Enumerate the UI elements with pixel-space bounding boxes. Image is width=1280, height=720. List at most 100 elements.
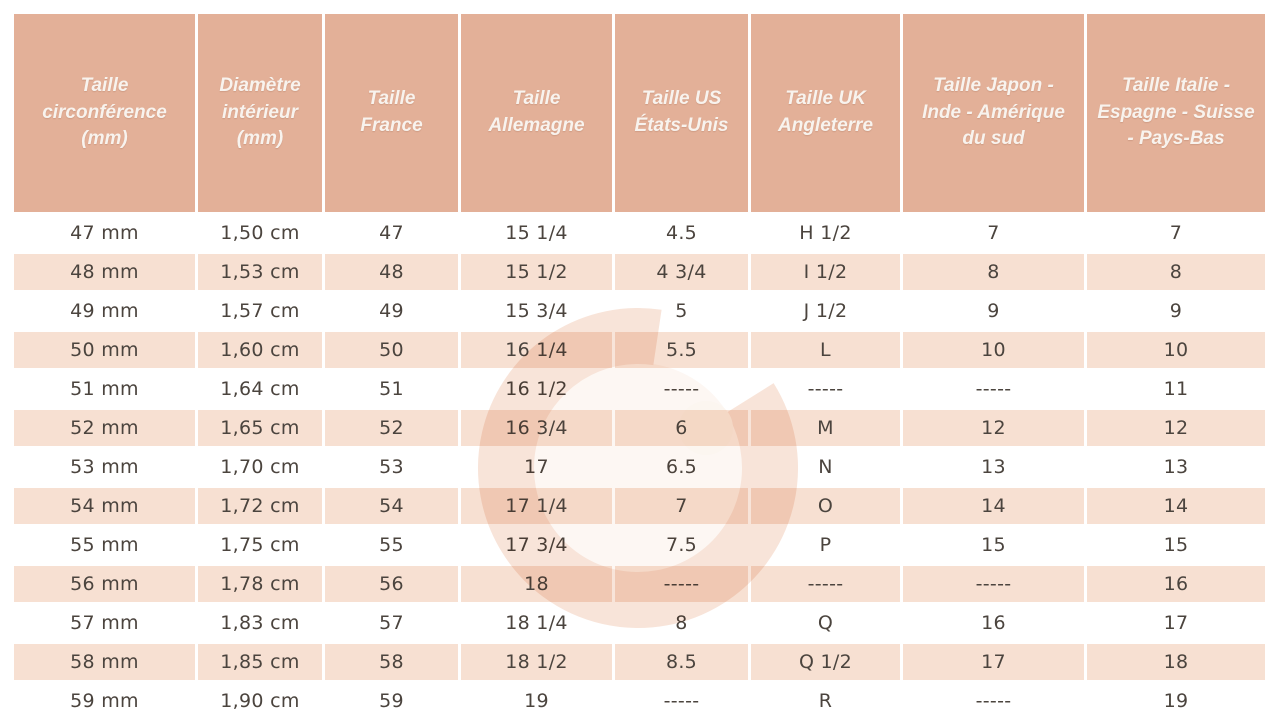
cell-france: 51 — [322, 371, 458, 407]
header-cell-circumference: Taille circonférence (mm) — [14, 14, 195, 212]
cell-germany: 18 1/4 — [458, 605, 612, 641]
cell-japan: 12 — [900, 410, 1084, 446]
cell-italy: 18 — [1084, 644, 1265, 680]
cell-us: 5 — [612, 293, 748, 329]
header-cell-france: Taille France — [322, 14, 458, 212]
table-row: 48 mm 1,53 cm 48 15 1/2 4 3/4 I 1/2 8 8 — [14, 254, 1265, 290]
cell-japan: 8 — [900, 254, 1084, 290]
cell-inner-diameter: 1,90 cm — [195, 683, 322, 719]
cell-circumference: 55 mm — [70, 534, 139, 556]
header-cell-us: Taille US États-Unis — [612, 14, 748, 212]
cell-france: 54 — [322, 488, 458, 524]
cell-uk: I 1/2 — [748, 254, 900, 290]
cell-uk: R — [748, 683, 900, 719]
cell-circumference: 50 mm — [70, 339, 139, 361]
cell-japan: 10 — [900, 332, 1084, 368]
cell-japan: ----- — [900, 683, 1084, 719]
cell-circumference: 52 mm — [70, 417, 139, 439]
cell-us: 4.5 — [612, 215, 748, 251]
cell-us: 6 — [612, 410, 748, 446]
cell-inner-diameter: 1,57 cm — [195, 293, 322, 329]
cell-inner-diameter: 1,70 cm — [195, 449, 322, 485]
header-cell-uk: Taille UK Angleterre — [748, 14, 900, 212]
cell-circumference: 54 mm — [70, 495, 139, 517]
table-row: 54 mm 1,72 cm 54 17 1/4 7 O 14 14 — [14, 488, 1265, 524]
cell-italy: 16 — [1084, 566, 1265, 602]
cell-germany: 17 1/4 — [458, 488, 612, 524]
cell-circumference: 51 mm — [70, 378, 139, 400]
cell-inner-diameter: 1,65 cm — [195, 410, 322, 446]
cell-uk: Q — [748, 605, 900, 641]
cell-france: 53 — [322, 449, 458, 485]
cell-germany: 16 1/4 — [458, 332, 612, 368]
cell-uk: P — [748, 527, 900, 563]
cell-uk: Q 1/2 — [748, 644, 900, 680]
cell-circumference: 48 mm — [70, 261, 139, 283]
cell-circumference: 56 mm — [70, 573, 139, 595]
cell-circumference: 57 mm — [70, 612, 139, 634]
cell-italy: 13 — [1084, 449, 1265, 485]
cell-france: 49 — [322, 293, 458, 329]
cell-us: 8.5 — [612, 644, 748, 680]
cell-france: 47 — [322, 215, 458, 251]
cell-italy: 12 — [1084, 410, 1265, 446]
table-row: 58 mm 1,85 cm 58 18 1/2 8.5 Q 1/2 17 18 — [14, 644, 1265, 680]
cell-uk: J 1/2 — [748, 293, 900, 329]
cell-us: 7 — [612, 488, 748, 524]
header-cell-japan-india-south-america: Taille Japon - Inde - Amérique du sud — [900, 14, 1084, 212]
table-header-row: Taille circonférence (mm) Diamètre intér… — [14, 14, 1265, 212]
cell-italy: 8 — [1084, 254, 1265, 290]
cell-circumference: 47 mm — [70, 222, 139, 244]
cell-germany: 16 3/4 — [458, 410, 612, 446]
cell-circumference: 49 mm — [70, 300, 139, 322]
cell-germany: 15 1/2 — [458, 254, 612, 290]
cell-germany: 16 1/2 — [458, 371, 612, 407]
cell-france: 52 — [322, 410, 458, 446]
cell-japan: 9 — [900, 293, 1084, 329]
cell-uk: ----- — [748, 566, 900, 602]
cell-inner-diameter: 1,75 cm — [195, 527, 322, 563]
cell-france: 59 — [322, 683, 458, 719]
cell-italy: 17 — [1084, 605, 1265, 641]
cell-germany: 15 1/4 — [458, 215, 612, 251]
cell-uk: ----- — [748, 371, 900, 407]
table-row: 55 mm 1,75 cm 55 17 3/4 7.5 P 15 15 — [14, 527, 1265, 563]
table-row: 57 mm 1,83 cm 57 18 1/4 8 Q 16 17 — [14, 605, 1265, 641]
cell-france: 57 — [322, 605, 458, 641]
cell-circumference: 59 mm — [70, 690, 139, 712]
cell-inner-diameter: 1,60 cm — [195, 332, 322, 368]
cell-circumference: 58 mm — [70, 651, 139, 673]
cell-uk: M — [748, 410, 900, 446]
cell-italy: 10 — [1084, 332, 1265, 368]
table-row: 49 mm 1,57 cm 49 15 3/4 5 J 1/2 9 9 — [14, 293, 1265, 329]
header-cell-inner-diameter: Diamètre intérieur (mm) — [195, 14, 322, 212]
ring-size-conversion-table: Taille circonférence (mm) Diamètre intér… — [14, 14, 1265, 720]
header-cell-italy-spain-switzerland-netherlands: Taille Italie - Espagne - Suisse - Pays-… — [1084, 14, 1265, 212]
cell-japan: ----- — [900, 371, 1084, 407]
cell-japan: 15 — [900, 527, 1084, 563]
header-cell-germany: Taille Allemagne — [458, 14, 612, 212]
cell-france: 48 — [322, 254, 458, 290]
table-row: 52 mm 1,65 cm 52 16 3/4 6 M 12 12 — [14, 410, 1265, 446]
cell-inner-diameter: 1,72 cm — [195, 488, 322, 524]
cell-japan: ----- — [900, 566, 1084, 602]
cell-inner-diameter: 1,50 cm — [195, 215, 322, 251]
table-row: 50 mm 1,60 cm 50 16 1/4 5.5 L 10 10 — [14, 332, 1265, 368]
cell-japan: 14 — [900, 488, 1084, 524]
cell-japan: 7 — [900, 215, 1084, 251]
cell-japan: 17 — [900, 644, 1084, 680]
cell-us: 4 3/4 — [612, 254, 748, 290]
cell-us: ----- — [612, 683, 748, 719]
cell-germany: 15 3/4 — [458, 293, 612, 329]
cell-italy: 7 — [1084, 215, 1265, 251]
cell-germany: 17 — [458, 449, 612, 485]
cell-inner-diameter: 1,85 cm — [195, 644, 322, 680]
cell-germany: 19 — [458, 683, 612, 719]
cell-germany: 18 1/2 — [458, 644, 612, 680]
cell-france: 50 — [322, 332, 458, 368]
cell-inner-diameter: 1,78 cm — [195, 566, 322, 602]
cell-uk: O — [748, 488, 900, 524]
cell-us: 5.5 — [612, 332, 748, 368]
cell-italy: 14 — [1084, 488, 1265, 524]
cell-inner-diameter: 1,83 cm — [195, 605, 322, 641]
